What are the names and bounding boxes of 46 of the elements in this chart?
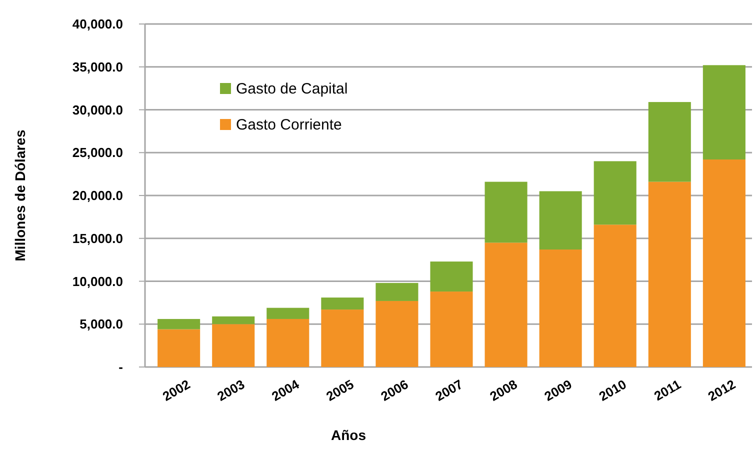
bar bbox=[594, 224, 636, 367]
y-tick-label: 40,000.0 bbox=[72, 16, 123, 32]
y-tick-label: 35,000.0 bbox=[72, 59, 123, 74]
x-tick-label: 2006 bbox=[378, 376, 411, 404]
x-axis-title: Años bbox=[331, 427, 366, 443]
x-tick-label: 2010 bbox=[596, 376, 629, 404]
bar bbox=[594, 161, 636, 225]
y-tick-label: 10,000.0 bbox=[72, 274, 123, 289]
bar bbox=[484, 182, 528, 243]
y-tick-label: 30,000.0 bbox=[72, 102, 123, 118]
bar bbox=[266, 318, 310, 367]
bar bbox=[702, 159, 746, 367]
bar bbox=[702, 65, 746, 160]
y-tick-label: - bbox=[118, 360, 123, 375]
x-tick-label: 2009 bbox=[542, 376, 574, 404]
bar bbox=[376, 300, 418, 367]
bar bbox=[321, 310, 364, 367]
bar bbox=[430, 262, 473, 292]
x-tick-label: 2005 bbox=[324, 376, 356, 404]
bar bbox=[266, 308, 310, 319]
y-tick-label: 15,000.0 bbox=[72, 230, 123, 246]
legend-label: Gasto de Capital bbox=[236, 80, 348, 98]
bar bbox=[648, 102, 691, 182]
bar bbox=[539, 191, 582, 250]
x-tick-label: 2003 bbox=[214, 376, 248, 404]
bar bbox=[158, 318, 200, 330]
x-tick-label: 2012 bbox=[705, 376, 738, 404]
bar bbox=[212, 316, 255, 324]
bar bbox=[539, 250, 582, 367]
x-tick-label: 2004 bbox=[269, 376, 302, 404]
x-tick-label: 2008 bbox=[487, 376, 520, 404]
y-tick-label: 20,000.0 bbox=[72, 188, 123, 204]
bar bbox=[376, 282, 418, 301]
legend-label: Gasto Corriente bbox=[236, 116, 342, 134]
bar bbox=[158, 329, 200, 367]
bar bbox=[430, 292, 473, 367]
bar bbox=[212, 324, 255, 367]
y-tick-label: 25,000.0 bbox=[72, 145, 123, 160]
x-tick-label: 2007 bbox=[432, 376, 466, 404]
bar bbox=[484, 242, 528, 367]
x-tick-label: 2002 bbox=[160, 376, 193, 404]
y-tick-label: 5,000.0 bbox=[80, 316, 123, 332]
x-tick-label: 2011 bbox=[652, 376, 684, 404]
bar bbox=[648, 182, 691, 367]
bar bbox=[321, 298, 364, 310]
y-axis-title: Millones de Dólares bbox=[12, 130, 28, 262]
